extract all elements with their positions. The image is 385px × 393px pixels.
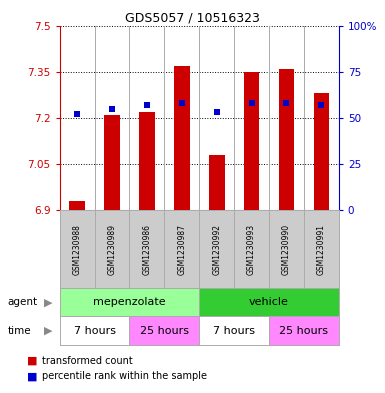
Text: percentile rank within the sample: percentile rank within the sample [42, 371, 208, 382]
Text: GSM1230986: GSM1230986 [142, 224, 151, 275]
Bar [129, 316, 199, 345]
Bar [244, 72, 259, 210]
Text: GSM1230992: GSM1230992 [212, 224, 221, 275]
Text: agent: agent [8, 297, 38, 307]
Text: GDS5057 / 10516323: GDS5057 / 10516323 [125, 11, 260, 24]
Text: 25 hours: 25 hours [140, 325, 189, 336]
Bar [104, 115, 120, 210]
Bar [139, 112, 155, 210]
Bar [60, 288, 199, 316]
Bar [209, 155, 224, 210]
Text: GSM1230990: GSM1230990 [282, 224, 291, 275]
Bar [269, 316, 339, 345]
Bar [174, 66, 190, 210]
Text: vehicle: vehicle [249, 297, 289, 307]
Text: 7 hours: 7 hours [213, 325, 255, 336]
Text: time: time [8, 325, 31, 336]
Bar [69, 201, 85, 210]
Text: GSM1230987: GSM1230987 [177, 224, 186, 275]
Bar [199, 316, 269, 345]
Text: ▶: ▶ [44, 297, 52, 307]
Text: GSM1230988: GSM1230988 [73, 224, 82, 275]
Text: transformed count: transformed count [42, 356, 133, 366]
Text: 7 hours: 7 hours [74, 325, 116, 336]
Text: mepenzolate: mepenzolate [93, 297, 166, 307]
Text: ▶: ▶ [44, 325, 52, 336]
Text: 25 hours: 25 hours [280, 325, 328, 336]
Text: ■: ■ [27, 371, 37, 382]
Text: GSM1230993: GSM1230993 [247, 224, 256, 275]
Bar [199, 288, 339, 316]
Bar [279, 69, 294, 210]
Bar [313, 93, 329, 210]
Text: GSM1230989: GSM1230989 [107, 224, 117, 275]
Text: GSM1230991: GSM1230991 [317, 224, 326, 275]
Bar [60, 316, 129, 345]
Text: ■: ■ [27, 356, 37, 366]
